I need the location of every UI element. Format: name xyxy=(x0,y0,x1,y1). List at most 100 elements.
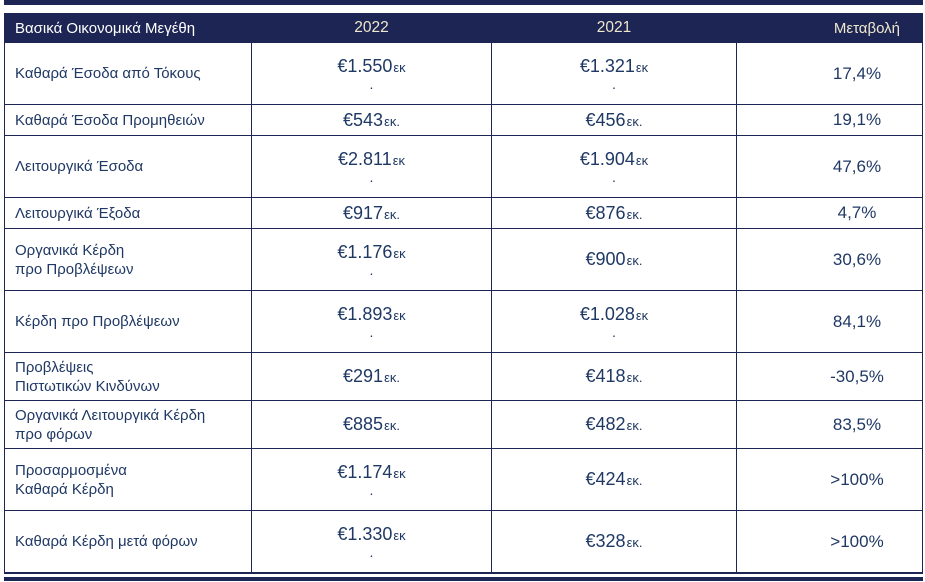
table-row: Καθαρά Έσοδα από Τόκους €1.550εκ . €1.32… xyxy=(5,42,922,104)
value-number: €424 xyxy=(585,469,626,489)
value-line: €1.176εκ xyxy=(337,242,405,263)
table-row: Προσαρμοσμένα Καθαρά Κέρδη €1.174εκ . €4… xyxy=(5,448,922,510)
value-line: €1.904εκ xyxy=(580,149,648,170)
value-unit: εκ xyxy=(392,152,405,168)
value-line: €1.321εκ xyxy=(580,56,648,77)
value-number: €482 xyxy=(585,414,626,434)
value-line: €2.811εκ xyxy=(338,149,405,170)
value-unit: εκ. xyxy=(626,473,643,488)
value-2021: €328εκ. xyxy=(491,511,736,572)
row-label: Καθαρά Έσοδα Προμηθειών xyxy=(15,111,205,129)
value-line: €543εκ. xyxy=(343,110,400,131)
table-body: Καθαρά Έσοδα από Τόκους €1.550εκ . €1.32… xyxy=(5,42,922,572)
value-unit: εκ. xyxy=(626,535,643,550)
row-label: Οργανικά Λειτουργικά Κέρδη προ φόρων xyxy=(15,406,206,443)
header-title: Βασικά Οικονομικά Μεγέθη xyxy=(15,19,196,37)
header-col-2021: 2021 xyxy=(491,14,736,42)
value-unit: εκ. xyxy=(384,418,400,433)
value-number: €543 xyxy=(343,109,384,130)
value-dot: . xyxy=(612,75,616,92)
value-number: €2.811 xyxy=(337,148,392,169)
header-col-2022: 2022 xyxy=(251,14,491,42)
value-number: €291 xyxy=(343,366,384,386)
change-value: -30,5% xyxy=(736,353,922,400)
value-2022: €543εκ. xyxy=(251,105,491,135)
value-line: €328εκ. xyxy=(586,531,643,552)
value-line: €1.893εκ xyxy=(337,304,405,325)
value-unit: εκ. xyxy=(626,370,643,385)
value-unit: εκ xyxy=(393,465,406,481)
value-dot: . xyxy=(369,75,374,92)
value-dot: . xyxy=(369,323,374,340)
value-line: €456εκ. xyxy=(586,110,643,131)
table-row: Λειτουργικά Έσοδα €2.811εκ . €1.904εκ . … xyxy=(5,135,922,197)
value-2022: €1.330εκ . xyxy=(251,511,491,572)
row-label: Προβλέψεις Πιστωτικών Κινδύνων xyxy=(15,358,160,395)
row-label: Καθαρά Έσοδα από Τόκους xyxy=(15,65,201,82)
row-label: Λειτουργικά Έξοδα xyxy=(15,204,141,222)
value-unit: εκ xyxy=(393,527,406,543)
value-2021: €900εκ. xyxy=(491,229,736,290)
value-unit: εκ. xyxy=(384,370,400,385)
value-unit: εκ. xyxy=(384,206,400,222)
value-2022: €2.811εκ . xyxy=(251,136,491,197)
change-value: 83,5% xyxy=(736,401,922,448)
value-number: €328 xyxy=(585,531,626,551)
table-row: Προβλέψεις Πιστωτικών Κινδύνων €291εκ. €… xyxy=(5,352,922,400)
value-line: €418εκ. xyxy=(586,366,643,387)
value-2021: €1.904εκ . xyxy=(491,136,736,197)
row-label: Προσαρμοσμένα Καθαρά Κέρδη xyxy=(15,461,127,498)
value-number: €885 xyxy=(343,414,384,434)
table-row: Καθαρά Έσοδα Προμηθειών €543εκ. €456εκ. … xyxy=(5,104,922,135)
header-col-change: Μεταβολή xyxy=(736,14,922,42)
value-unit: εκ xyxy=(635,152,649,168)
value-dot: . xyxy=(369,481,374,498)
top-accent-bar xyxy=(4,0,923,5)
table-row: Καθαρά Κέρδη μετά φόρων €1.330εκ . €328ε… xyxy=(5,510,922,572)
value-2022: €1.176εκ . xyxy=(251,229,491,290)
table-row: Οργανικά Λειτουργικά Κέρδη προ φόρων €88… xyxy=(5,400,922,448)
value-2021: €876εκ. xyxy=(491,198,736,228)
value-number: €418 xyxy=(585,366,626,386)
value-number: €1.893 xyxy=(337,303,393,324)
value-number: €1.174 xyxy=(337,461,393,482)
value-dot: . xyxy=(369,543,374,560)
table-row: Οργανικά Κέρδη προ Προβλέψεων €1.176εκ .… xyxy=(5,228,922,290)
value-2021: €456εκ. xyxy=(491,105,736,135)
value-unit: εκ. xyxy=(626,206,643,222)
row-label: Καθαρά Κέρδη μετά φόρων xyxy=(15,533,198,550)
value-number: €1.176 xyxy=(337,241,393,262)
change-value: 47,6% xyxy=(736,136,922,197)
change-value: >100% xyxy=(736,449,922,510)
value-dot: . xyxy=(369,261,374,278)
value-line: €1.550εκ xyxy=(337,56,405,77)
value-number: €1.321 xyxy=(579,55,635,76)
value-unit: εκ xyxy=(393,307,406,323)
value-number: €1.550 xyxy=(337,55,393,76)
value-2022: €917εκ. xyxy=(251,198,491,228)
value-dot: . xyxy=(612,168,616,185)
value-2022: €291εκ. xyxy=(251,353,491,400)
value-2021: €482εκ. xyxy=(491,401,736,448)
change-value: 4,7% xyxy=(736,198,922,228)
value-unit: εκ xyxy=(393,59,406,75)
value-unit: εκ. xyxy=(384,113,400,129)
value-unit: εκ xyxy=(635,59,649,75)
change-value: 30,6% xyxy=(736,229,922,290)
change-value: 19,1% xyxy=(736,105,922,135)
financial-table: Βασικά Οικονομικά Μεγέθη 2022 2021 Μεταβ… xyxy=(4,13,923,574)
value-number: €917 xyxy=(343,202,384,223)
value-dot: . xyxy=(612,323,616,340)
row-label: Κέρδη προ Προβλέψεων xyxy=(15,313,180,330)
value-2021: €1.321εκ . xyxy=(491,43,736,104)
value-number: €456 xyxy=(585,109,626,130)
value-dot: . xyxy=(369,168,374,185)
table-header-row: Βασικά Οικονομικά Μεγέθη 2022 2021 Μεταβ… xyxy=(5,14,922,42)
table-row: Κέρδη προ Προβλέψεων €1.893εκ . €1.028εκ… xyxy=(5,290,922,352)
value-unit: εκ. xyxy=(626,253,643,268)
value-unit: εκ. xyxy=(626,113,643,129)
value-2021: €1.028εκ . xyxy=(491,291,736,352)
value-number: €1.330 xyxy=(337,523,393,544)
value-number: €1.904 xyxy=(579,148,635,169)
value-number: €900 xyxy=(585,249,626,269)
